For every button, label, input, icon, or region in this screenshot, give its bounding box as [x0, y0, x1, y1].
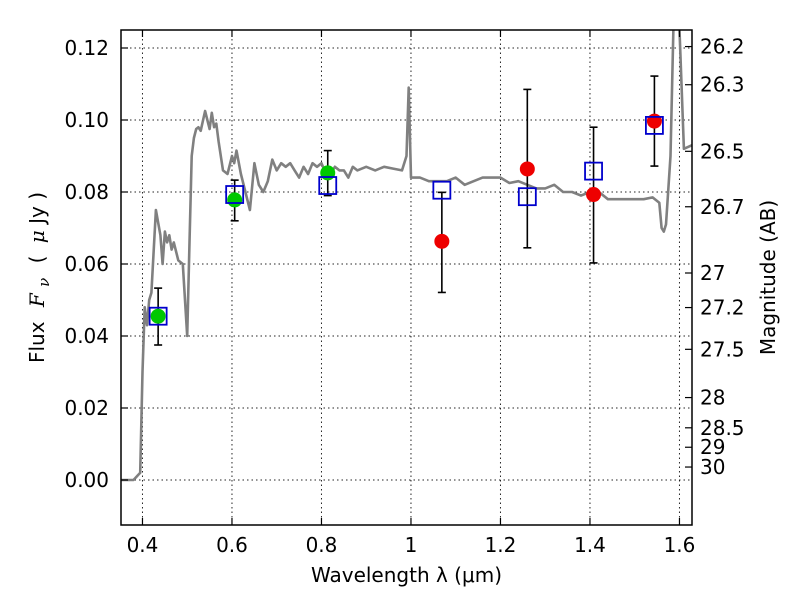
- observed-nir-point: [646, 113, 662, 129]
- model-photometry-point: [148, 306, 168, 326]
- model-photometry-point: [318, 176, 338, 195]
- x-tick-label: 0.4: [127, 533, 159, 557]
- y-tick-label: 0.02: [64, 396, 109, 420]
- y-tick-label: 0.10: [64, 108, 109, 132]
- observed-nir-point: [434, 233, 450, 249]
- y-axis-title: Flux F ν ( μ Jy ): [25, 192, 54, 363]
- x-tick-label: 0.8: [306, 533, 338, 557]
- markers-layer: [148, 113, 664, 326]
- plot-frame: [120, 29, 693, 526]
- y-tick-label: 0.12: [64, 36, 109, 60]
- y-axis-title-unit-open: (: [25, 256, 49, 264]
- model-photometry-point: [584, 161, 603, 181]
- mag-tick-label: 28.5: [700, 416, 745, 440]
- observed-optical-point: [227, 192, 243, 208]
- observed-optical-point: [150, 308, 166, 324]
- y-axis-title-unit-rest: Jy ): [25, 192, 49, 226]
- observed-nir-point: [519, 161, 535, 177]
- x-tick-label: 0.6: [216, 533, 248, 557]
- y-axis-title-prefix: Flux: [25, 321, 49, 363]
- mag-tick-label: 26.3: [700, 73, 745, 97]
- y2-axis-title: Magnitude (AB): [756, 200, 780, 355]
- y-tick-label: 0.00: [64, 468, 109, 492]
- mag-tick-label: 27: [700, 261, 725, 285]
- model-photometry-point: [645, 116, 664, 135]
- mag-tick-label: 26.7: [700, 195, 745, 219]
- sed-model-curve: [121, 30, 692, 482]
- x-axis-title: Wavelength λ (μm): [311, 563, 502, 587]
- mag-tick-label: 26.2: [700, 35, 745, 59]
- x-tick-label: 1.2: [485, 533, 517, 557]
- observed-nir-point: [586, 187, 602, 203]
- mag-tick-label: 30: [700, 455, 725, 479]
- x-tick-label: 1: [405, 533, 418, 557]
- error-bars-layer: [154, 75, 659, 346]
- x-tick-label: 1.4: [574, 533, 606, 557]
- mag-tick-label: 27.2: [700, 296, 745, 320]
- mag-tick-label: 26.5: [700, 139, 745, 163]
- mag-tick-label: 29: [700, 435, 725, 459]
- y-tick-label: 0.08: [64, 180, 109, 204]
- y-axis-title-subscript: ν: [35, 278, 53, 287]
- model-photometry-point: [432, 180, 452, 200]
- model-photometry-point: [517, 187, 537, 207]
- mag-tick-label: 27.5: [700, 337, 745, 361]
- ticks-layer: 0.4 0.6 0.8 1 1.2 1.4 1.6 0.00 0.02 0.04 0.06 0.08 0…: [64, 30, 745, 557]
- y-tick-label: 0.06: [64, 252, 109, 276]
- grid-lines: [121, 30, 692, 525]
- mag-tick-label: 28: [700, 386, 725, 410]
- model-photometry-point: [225, 185, 245, 204]
- y-tick-label: 0.04: [64, 324, 109, 348]
- x-tick-label: 1.6: [664, 533, 696, 557]
- sed-model-layer: [121, 30, 692, 482]
- y-axis-title-unit-mu: μ: [25, 230, 49, 243]
- y-axis-title-symbol: F: [25, 292, 49, 308]
- observed-optical-point: [320, 165, 336, 181]
